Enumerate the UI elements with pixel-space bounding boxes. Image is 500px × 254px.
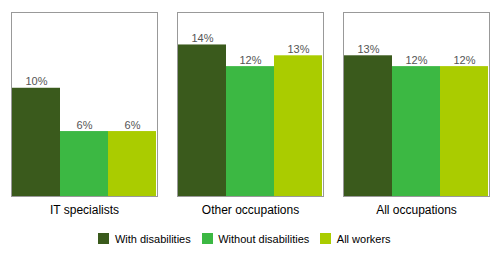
html-text:Without disabilities: Without disabilities	[218, 232, 310, 245]
svg-text:10%: 10%	[25, 75, 47, 87]
svg-text:6%: 6%	[77, 119, 93, 131]
svg-text:6%: 6%	[125, 119, 141, 131]
html-text:All workers: All workers	[336, 232, 391, 245]
svg-text:IT specialists: IT specialists	[50, 203, 119, 217]
svg-text:12%: 12%	[239, 54, 261, 66]
svg-text:14%: 14%	[191, 32, 213, 44]
svg-text:12%: 12%	[405, 54, 427, 66]
svg-text:12%: 12%	[453, 54, 475, 66]
svg-text:13%: 13%	[287, 43, 309, 55]
svg-text:Other occupations: Other occupations	[202, 203, 299, 217]
svg-text:13%: 13%	[357, 43, 379, 55]
svg-text:All occupations: All occupations	[376, 203, 457, 217]
html-text:With disabilities: With disabilities	[114, 232, 191, 245]
